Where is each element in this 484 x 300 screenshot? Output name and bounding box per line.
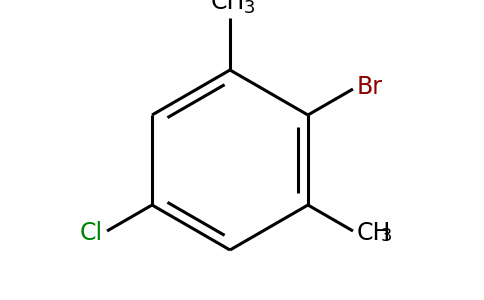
Text: CH: CH [357, 221, 392, 245]
Text: 3: 3 [381, 227, 393, 245]
Text: CH: CH [211, 0, 245, 14]
Text: 3: 3 [244, 0, 256, 17]
Text: Cl: Cl [80, 221, 103, 245]
Text: Br: Br [357, 75, 383, 99]
